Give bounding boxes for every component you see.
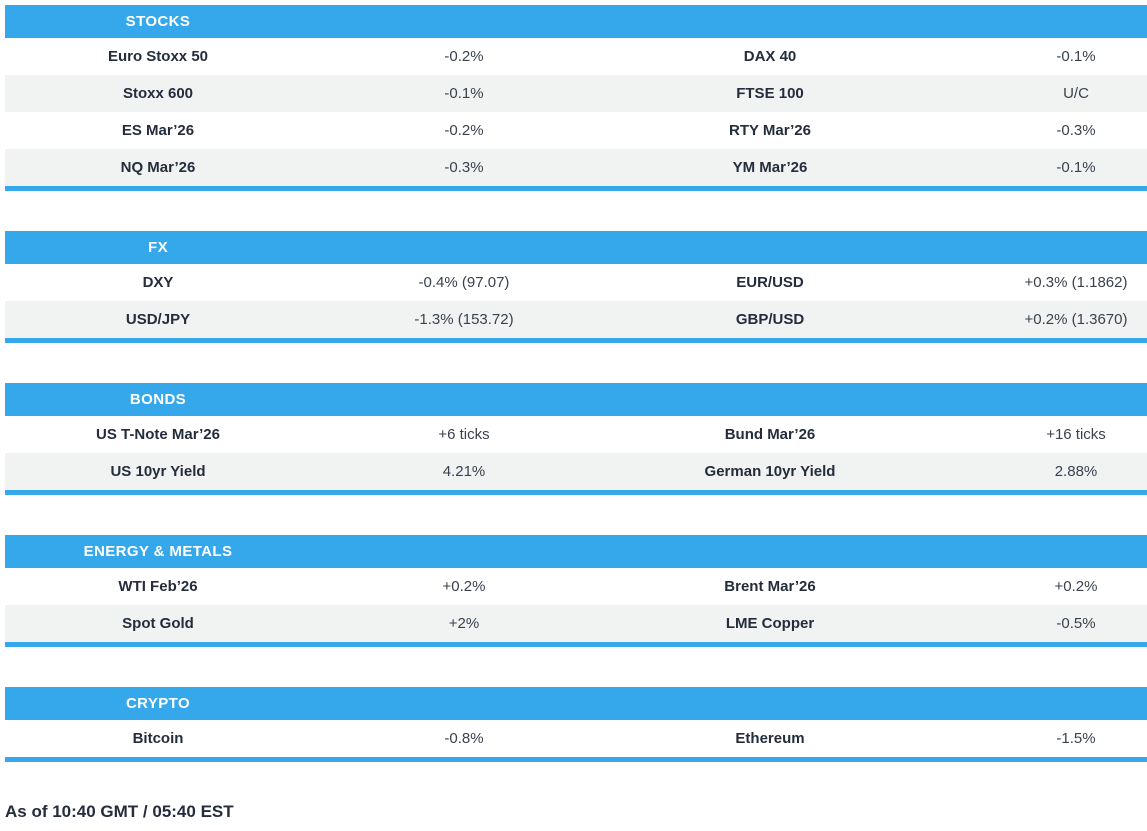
instrument-name: Bund Mar’26 (724, 426, 816, 443)
instrument-value: -0.1% (1056, 48, 1096, 65)
table-row: US 10yr Yield 4.21% German 10yr Yield 2.… (5, 453, 1147, 490)
section-underline (5, 338, 1147, 343)
instrument-value: -0.4% (97.07) (418, 274, 510, 291)
section-energy-metals: ENERGY & METALS WTI Feb’26 +0.2% Brent M… (5, 535, 1147, 647)
instrument-name: WTI Feb’26 (118, 578, 198, 595)
section-underline (5, 490, 1147, 495)
table-row: Euro Stoxx 50 -0.2% DAX 40 -0.1% (5, 38, 1147, 75)
table-row: ES Mar’26 -0.2% RTY Mar’26 -0.3% (5, 112, 1147, 149)
instrument-value: +6 ticks (438, 426, 490, 443)
instrument-value: +0.2% (442, 578, 486, 595)
instrument-name: EUR/USD (736, 274, 804, 291)
instrument-name: USD/JPY (125, 311, 191, 328)
instrument-value: +0.2% (1054, 578, 1098, 595)
table-row: NQ Mar’26 -0.3% YM Mar’26 -0.1% (5, 149, 1147, 186)
table-row: DXY -0.4% (97.07) EUR/USD +0.3% (1.1862) (5, 264, 1147, 301)
table-row: Stoxx 600 -0.1% FTSE 100 U/C (5, 75, 1147, 112)
instrument-value: 2.88% (1054, 463, 1098, 480)
instrument-name: Ethereum (735, 730, 805, 747)
timestamp: As of 10:40 GMT / 05:40 EST (5, 802, 234, 821)
section-stocks: STOCKS Euro Stoxx 50 -0.2% DAX 40 -0.1% … (5, 5, 1147, 191)
section-underline (5, 642, 1147, 647)
instrument-value: -0.3% (444, 159, 484, 176)
instrument-value: +16 ticks (1046, 426, 1106, 443)
section-title: CRYPTO (125, 695, 191, 712)
instrument-value: -0.8% (444, 730, 484, 747)
instrument-name: DXY (142, 274, 174, 291)
instrument-value: -0.1% (1056, 159, 1096, 176)
instrument-name: US 10yr Yield (110, 463, 206, 480)
instrument-value: -0.1% (444, 85, 484, 102)
instrument-name: Euro Stoxx 50 (107, 48, 209, 65)
instrument-value: -0.2% (444, 122, 484, 139)
section-bonds: BONDS US T-Note Mar’26 +6 ticks Bund Mar… (5, 383, 1147, 495)
instrument-value: +2% (448, 615, 480, 632)
instrument-name: ES Mar’26 (121, 122, 195, 139)
section-title: STOCKS (125, 13, 191, 30)
instrument-name: NQ Mar’26 (120, 159, 196, 176)
instrument-value: U/C (1063, 85, 1089, 102)
instrument-name: YM Mar’26 (732, 159, 808, 176)
instrument-name: Spot Gold (122, 615, 194, 632)
section-title: BONDS (129, 391, 187, 408)
section-header: FX (5, 231, 1147, 264)
section-fx: FX DXY -0.4% (97.07) EUR/USD +0.3% (1.18… (5, 231, 1147, 343)
instrument-name: Stoxx 600 (122, 85, 194, 102)
instrument-name: Bitcoin (132, 730, 184, 747)
section-underline (5, 186, 1147, 191)
instrument-name: DAX 40 (743, 48, 797, 65)
instrument-name: LME Copper (725, 615, 815, 632)
section-header: CRYPTO (5, 687, 1147, 720)
table-row: US T-Note Mar’26 +6 ticks Bund Mar’26 +1… (5, 416, 1147, 453)
section-title: FX (148, 239, 168, 256)
table-row: Spot Gold +2% LME Copper -0.5% (5, 605, 1147, 642)
table-row: Bitcoin -0.8% Ethereum -1.5% (5, 720, 1147, 757)
instrument-name: Brent Mar’26 (724, 578, 816, 595)
section-underline (5, 757, 1147, 762)
instrument-value: +0.2% (1.3670) (1024, 311, 1128, 328)
instrument-value: -0.2% (444, 48, 484, 65)
section-header: ENERGY & METALS (5, 535, 1147, 568)
instrument-value: -0.5% (1056, 615, 1096, 632)
section-header: STOCKS (5, 5, 1147, 38)
instrument-name: US T-Note Mar’26 (96, 426, 220, 443)
instrument-name: FTSE 100 (736, 85, 804, 102)
instrument-value: 4.21% (442, 463, 486, 480)
market-summary: STOCKS Euro Stoxx 50 -0.2% DAX 40 -0.1% … (5, 0, 1147, 822)
instrument-value: -1.3% (153.72) (414, 311, 514, 328)
table-row: WTI Feb’26 +0.2% Brent Mar’26 +0.2% (5, 568, 1147, 605)
instrument-name: GBP/USD (735, 311, 805, 328)
section-header: BONDS (5, 383, 1147, 416)
table-row: USD/JPY -1.3% (153.72) GBP/USD +0.2% (1.… (5, 301, 1147, 338)
section-title: ENERGY & METALS (83, 543, 233, 560)
section-crypto: CRYPTO Bitcoin -0.8% Ethereum -1.5% (5, 687, 1147, 762)
instrument-value: -1.5% (1056, 730, 1096, 747)
instrument-name: German 10yr Yield (704, 463, 836, 480)
instrument-value: -0.3% (1056, 122, 1096, 139)
instrument-name: RTY Mar’26 (729, 122, 811, 139)
instrument-value: +0.3% (1.1862) (1024, 274, 1128, 291)
